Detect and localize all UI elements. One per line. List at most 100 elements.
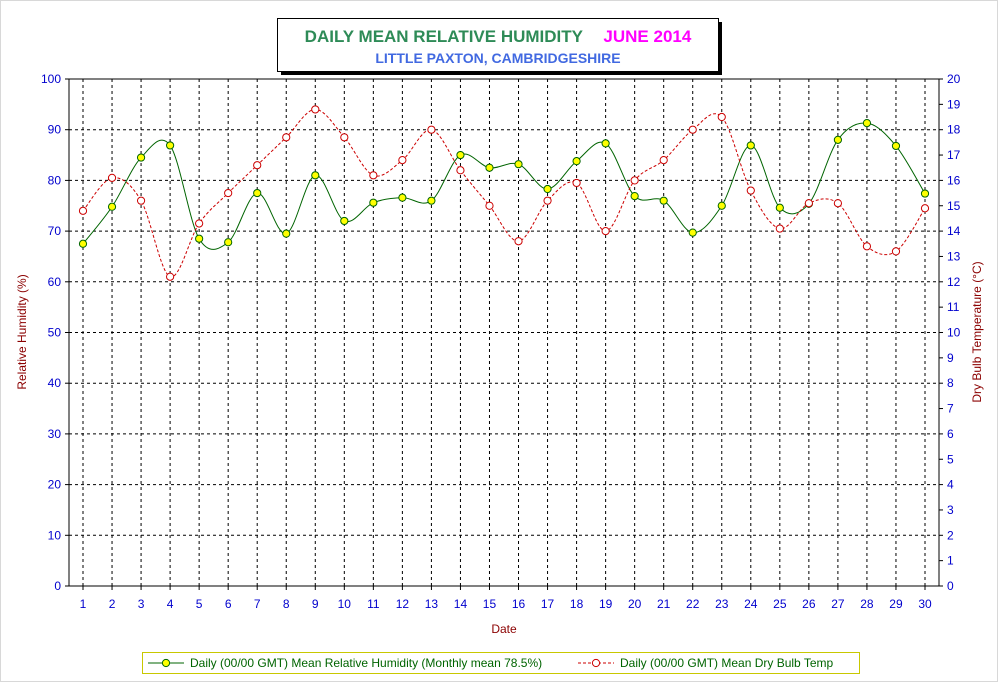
temperature-data-point	[485, 201, 494, 210]
x-tick-label: 19	[599, 597, 613, 611]
y-right-tick-label: 17	[947, 148, 961, 162]
humidity-data-point	[717, 201, 726, 210]
temperature-data-point	[717, 112, 726, 122]
humidity-data-point	[340, 216, 349, 226]
x-tick-label: 22	[686, 597, 700, 611]
y-right-tick-label: 3	[947, 503, 954, 517]
humidity-data-point	[456, 150, 465, 160]
y-right-tick-label: 16	[947, 173, 961, 187]
humidity-data-point	[195, 234, 204, 243]
y-axis-right-title: Dry Bulb Temperature (°C)	[970, 261, 984, 402]
temperature-data-point	[340, 133, 349, 142]
y-right-tick-label: 4	[947, 478, 954, 492]
humidity-data-point	[485, 163, 494, 172]
temperature-data-point	[514, 237, 523, 246]
temperature-data-point	[369, 171, 378, 180]
x-tick-label: 21	[657, 597, 671, 611]
x-tick-label: 13	[425, 597, 439, 611]
humidity-data-point	[601, 139, 610, 148]
temperature-data-point	[775, 224, 784, 233]
y-right-tick-label: 11	[947, 300, 960, 314]
x-tick-label: 15	[483, 597, 497, 611]
x-axis-title: Date	[491, 622, 517, 636]
y-left-tick-label: 100	[41, 72, 61, 86]
x-tick-label: 30	[918, 597, 932, 611]
temperature-data-point	[166, 272, 175, 281]
humidity-data-point	[166, 141, 175, 150]
x-tick-label: 1	[80, 597, 87, 611]
humidity-data-point	[833, 135, 842, 144]
humidity-data-point	[398, 193, 407, 202]
legend-humidity-marker	[161, 658, 171, 668]
y-left-tick-label: 0	[54, 579, 61, 593]
humidity-data-point	[543, 184, 552, 194]
x-tick-label: 26	[802, 597, 816, 611]
humidity-data-point	[282, 229, 291, 238]
x-tick-label: 16	[512, 597, 526, 611]
humidity-data-point	[572, 157, 581, 166]
x-tick-label: 9	[312, 597, 319, 611]
y-left-tick-label: 60	[48, 275, 62, 289]
temperature-data-point	[804, 199, 813, 208]
x-tick-label: 3	[138, 597, 145, 611]
x-tick-label: 4	[167, 597, 174, 611]
temperature-data-point	[78, 206, 88, 215]
legend-humidity-label: Daily (00/00 GMT) Mean Relative Humidity…	[190, 656, 542, 670]
title-box	[277, 18, 719, 72]
x-tick-label: 7	[254, 597, 261, 611]
y-right-tick-label: 7	[947, 402, 954, 416]
y-right-tick-label: 2	[947, 528, 954, 542]
temperature-data-point	[456, 166, 465, 175]
x-tick-label: 11	[367, 597, 380, 611]
temperature-data-point	[136, 196, 146, 205]
y-left-tick-label: 40	[48, 376, 62, 390]
x-tick-label: 8	[283, 597, 290, 611]
temperature-data-point	[920, 204, 930, 213]
axes: 0102030405060708090100012345678910111213…	[41, 72, 961, 611]
humidity-data-point	[253, 188, 262, 198]
y-right-tick-label: 19	[947, 97, 961, 111]
temperature-data-point	[253, 161, 262, 170]
temperature-data-point	[572, 178, 581, 188]
temperature-data-point	[543, 196, 552, 205]
temperature-data-point	[601, 227, 610, 236]
temperature-data-point	[427, 125, 436, 134]
x-tick-label: 17	[541, 597, 555, 611]
y-right-tick-label: 8	[947, 376, 954, 390]
chart-subtitle: LITTLE PAXTON, CAMBRIDGESHIRE	[375, 50, 620, 66]
x-tick-label: 28	[860, 597, 874, 611]
y-left-tick-label: 20	[48, 478, 62, 492]
temperature-data-point	[398, 156, 407, 165]
x-tick-label: 20	[628, 597, 642, 611]
humidity-data-point	[369, 198, 378, 207]
temperature-data-point	[630, 176, 639, 185]
x-tick-label: 24	[744, 597, 758, 611]
temperature-data-point	[311, 105, 320, 114]
y-right-tick-label: 14	[947, 224, 961, 238]
x-tick-label: 25	[773, 597, 787, 611]
humidity-data-point	[920, 189, 930, 198]
y-axis-left-title: Relative Humidity (%)	[15, 274, 29, 389]
series	[78, 105, 930, 281]
humidity-data-point	[630, 192, 639, 201]
y-left-tick-label: 30	[48, 427, 62, 441]
temperature-data-point	[195, 219, 204, 228]
temperature-data-point	[659, 156, 668, 165]
humidity-data-point	[891, 141, 901, 151]
y-right-tick-label: 10	[947, 326, 961, 340]
temperature-data-point	[891, 247, 901, 256]
y-right-tick-label: 1	[947, 554, 954, 568]
humidity-data-point	[746, 141, 755, 150]
x-tick-label: 12	[396, 597, 410, 611]
chart-title-period: JUNE 2014	[603, 27, 691, 46]
humidity-data-point	[311, 171, 320, 180]
humidity-data-point	[107, 202, 117, 211]
x-tick-label: 29	[889, 597, 903, 611]
humidity-data-point	[775, 203, 784, 212]
temperature-data-point	[282, 133, 291, 142]
temperature-data-point	[107, 173, 117, 182]
y-right-tick-label: 13	[947, 249, 961, 263]
y-right-tick-label: 6	[947, 427, 954, 441]
legend-temp-marker	[591, 658, 601, 668]
y-right-tick-label: 5	[947, 452, 954, 466]
